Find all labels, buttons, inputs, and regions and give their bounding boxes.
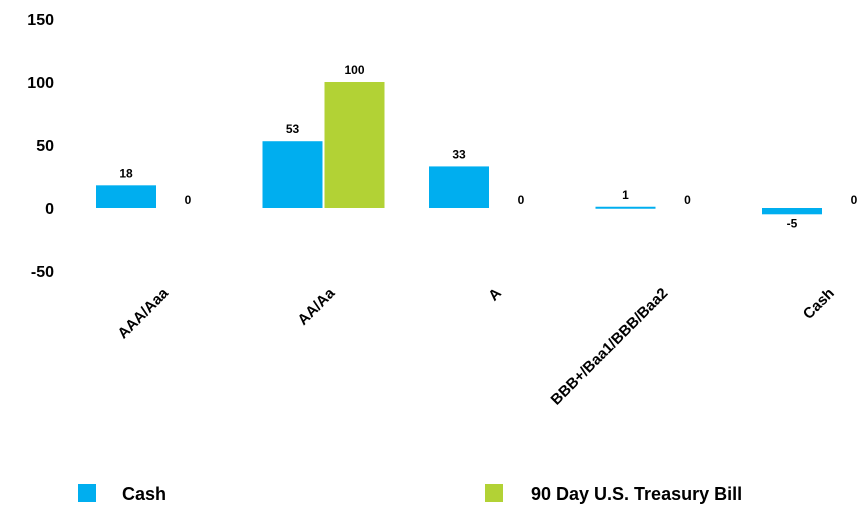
data-label: 18 — [119, 166, 133, 180]
y-tick-label: -50 — [31, 264, 54, 281]
data-label: 0 — [684, 193, 691, 207]
y-tick-label: 100 — [27, 75, 54, 92]
legend-label: 90 Day U.S. Treasury Bill — [531, 484, 742, 504]
y-tick-label: 0 — [45, 201, 54, 218]
data-label: 0 — [518, 193, 525, 207]
y-tick-label: 50 — [36, 138, 54, 155]
legend: Cash 90 Day U.S. Treasury Bill — [78, 484, 742, 504]
bar-cash — [762, 208, 822, 215]
category-label: BBB+/Baa1/BBB/Baa2 — [548, 285, 672, 409]
data-labels: 18 0 53 100 33 0 1 0 -5 0 — [119, 63, 857, 230]
y-axis-ticks: 150 100 50 0 -50 — [27, 12, 54, 281]
data-label: 1 — [622, 188, 629, 202]
bar-cash — [262, 141, 323, 208]
category-label: AA/Aa — [294, 284, 338, 328]
bar-cash — [429, 166, 489, 208]
category-label: AAA/Aaa — [114, 284, 172, 342]
legend-label: Cash — [122, 484, 166, 504]
data-label: 0 — [185, 193, 192, 207]
data-label: 33 — [452, 147, 466, 161]
bar-treasury-bill — [324, 82, 385, 208]
data-label: 53 — [286, 122, 300, 136]
legend-swatch-treasury-bill — [485, 484, 503, 502]
legend-swatch-cash — [78, 484, 96, 502]
category-label: Cash — [800, 285, 838, 323]
bar-cash — [595, 206, 656, 209]
data-label: 100 — [344, 63, 364, 77]
bar-cash — [96, 185, 156, 208]
data-label: -5 — [787, 216, 798, 230]
bars — [96, 82, 822, 215]
category-label: A — [485, 285, 505, 305]
data-label: 0 — [851, 193, 858, 207]
category-labels: AAA/Aaa AA/Aa A BBB+/Baa1/BBB/Baa2 Cash — [114, 284, 837, 408]
y-tick-label: 150 — [27, 12, 54, 29]
